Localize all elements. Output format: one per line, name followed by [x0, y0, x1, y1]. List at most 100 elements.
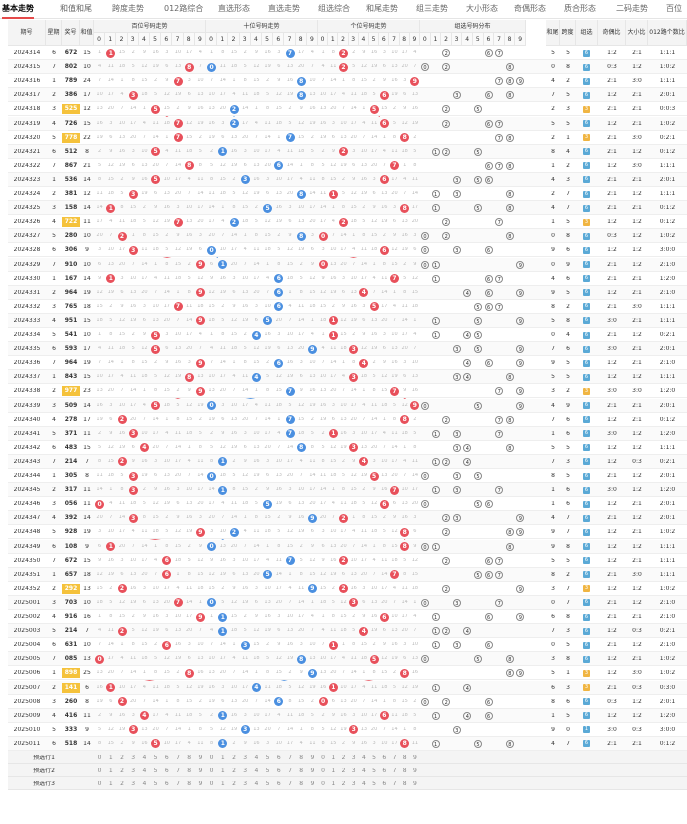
tab-10[interactable]: 奇偶形态 [514, 4, 546, 13]
preselect-digit[interactable]: 3 [243, 768, 248, 774]
preselect-digit[interactable]: 0 [97, 768, 102, 774]
preselect-digit[interactable]: 5 [265, 755, 270, 761]
preselect-digit[interactable]: 5 [153, 768, 158, 774]
preselect-digit[interactable]: 7 [392, 781, 397, 787]
preselect-digit[interactable]: 9 [198, 768, 203, 774]
preselect-digit[interactable]: 0 [321, 768, 325, 774]
preselect-digit[interactable]: 4 [142, 781, 147, 787]
preselect-digit[interactable]: 0 [97, 781, 102, 787]
preselect-digit[interactable]: 6 [276, 768, 281, 774]
preselect-digit[interactable]: 9 [310, 768, 315, 774]
preselect-digit[interactable]: 0 [209, 768, 214, 774]
preselect-digit[interactable]: 3 [351, 755, 356, 761]
preselect-digit[interactable]: 1 [220, 768, 225, 774]
tab-12[interactable]: 二码走势 [616, 4, 648, 13]
preselect-digit[interactable]: 3 [131, 755, 136, 761]
preselect-digit[interactable]: 2 [341, 755, 346, 761]
preselect-digit[interactable]: 8 [402, 768, 407, 774]
tab-5[interactable]: 直选走势 [268, 4, 300, 13]
preselect-digit[interactable]: 9 [198, 781, 203, 787]
preselect-digit[interactable]: 7 [288, 781, 292, 787]
preselect-digit[interactable]: 1 [220, 755, 225, 761]
preselect-digit[interactable]: 6 [276, 755, 281, 761]
preselect-digit[interactable]: 2 [232, 768, 236, 774]
preselect-digit[interactable]: 1 [331, 755, 336, 761]
preselect-digit[interactable]: 0 [97, 755, 102, 761]
preselect-digit[interactable]: 7 [176, 755, 180, 761]
preselect-digit[interactable]: 1 [331, 768, 336, 774]
preselect-digit[interactable]: 6 [382, 768, 387, 774]
preselect-digit[interactable]: 2 [232, 755, 236, 761]
preselect-digit[interactable]: 9 [412, 755, 417, 761]
tab-11[interactable]: 质合形态 [564, 4, 596, 13]
preselect-digit[interactable]: 4 [254, 768, 259, 774]
preselect-digit[interactable]: 6 [382, 781, 387, 787]
preselect-digit[interactable]: 9 [310, 755, 315, 761]
preselect-digit[interactable]: 8 [299, 781, 304, 787]
preselect-digit[interactable]: 1 [331, 781, 336, 787]
preselect-digit[interactable]: 9 [412, 781, 417, 787]
preselect-digit[interactable]: 7 [176, 768, 180, 774]
tab-9[interactable]: 大小形态 [466, 4, 498, 13]
tab-4[interactable]: 直选形态 [218, 4, 250, 13]
preselect-digit[interactable]: 3 [131, 781, 136, 787]
tab-6[interactable]: 组选综合 [318, 4, 350, 13]
tab-0[interactable]: 基本走势 [2, 0, 34, 19]
tab-8[interactable]: 组三走势 [416, 4, 448, 13]
preselect-digit[interactable]: 1 [108, 755, 113, 761]
preselect-digit[interactable]: 6 [164, 755, 169, 761]
preselect-digit[interactable]: 4 [254, 781, 259, 787]
preselect-digit[interactable]: 7 [392, 768, 397, 774]
preselect-digit[interactable]: 2 [232, 781, 236, 787]
preselect-digit[interactable]: 1 [108, 768, 113, 774]
preselect-digit[interactable]: 1 [108, 781, 113, 787]
preselect-digit[interactable]: 5 [372, 768, 376, 774]
preselect-digit[interactable]: 2 [120, 768, 124, 774]
preselect-digit[interactable]: 4 [361, 755, 366, 761]
preselect-digit[interactable]: 8 [299, 768, 304, 774]
preselect-digit[interactable]: 2 [120, 755, 124, 761]
preselect-digit[interactable]: 8 [187, 781, 192, 787]
preselect-digit[interactable]: 3 [351, 781, 356, 787]
preselect-digit[interactable]: 3 [243, 781, 248, 787]
preselect-digit[interactable]: 0 [209, 781, 214, 787]
preselect-digit[interactable]: 4 [142, 755, 147, 761]
preselect-digit[interactable]: 4 [142, 768, 147, 774]
preselect-digit[interactable]: 8 [402, 781, 407, 787]
preselect-digit[interactable]: 9 [198, 755, 203, 761]
tab-1[interactable]: 和值和尾 [60, 4, 92, 13]
preselect-digit[interactable]: 7 [288, 768, 292, 774]
preselect-digit[interactable]: 0 [321, 755, 325, 761]
preselect-digit[interactable]: 3 [243, 755, 248, 761]
preselect-digit[interactable]: 5 [372, 781, 376, 787]
tab-7[interactable]: 和尾走势 [366, 4, 398, 13]
preselect-digit[interactable]: 9 [310, 781, 315, 787]
preselect-digit[interactable]: 9 [412, 768, 417, 774]
preselect-digit[interactable]: 4 [254, 755, 259, 761]
preselect-digit[interactable]: 5 [265, 781, 270, 787]
preselect-digit[interactable]: 8 [187, 755, 192, 761]
preselect-digit[interactable]: 7 [288, 755, 292, 761]
preselect-digit[interactable]: 7 [392, 755, 397, 761]
preselect-digit[interactable]: 5 [265, 768, 270, 774]
preselect-digit[interactable]: 0 [209, 755, 214, 761]
preselect-digit[interactable]: 2 [341, 781, 346, 787]
preselect-digit[interactable]: 2 [341, 768, 346, 774]
preselect-digit[interactable]: 2 [120, 781, 124, 787]
preselect-digit[interactable]: 7 [176, 781, 180, 787]
preselect-digit[interactable]: 6 [276, 781, 281, 787]
preselect-digit[interactable]: 4 [361, 768, 366, 774]
preselect-digit[interactable]: 8 [299, 755, 304, 761]
preselect-digit[interactable]: 3 [351, 768, 356, 774]
tab-3[interactable]: 012路综合 [164, 4, 204, 13]
preselect-digit[interactable]: 4 [361, 781, 366, 787]
preselect-digit[interactable]: 5 [153, 755, 158, 761]
preselect-digit[interactable]: 6 [164, 781, 169, 787]
preselect-digit[interactable]: 1 [220, 781, 225, 787]
preselect-digit[interactable]: 8 [187, 768, 192, 774]
preselect-digit[interactable]: 6 [382, 755, 387, 761]
preselect-digit[interactable]: 6 [164, 768, 169, 774]
preselect-digit[interactable]: 5 [372, 755, 376, 761]
preselect-digit[interactable]: 0 [321, 781, 325, 787]
preselect-digit[interactable]: 8 [402, 755, 407, 761]
